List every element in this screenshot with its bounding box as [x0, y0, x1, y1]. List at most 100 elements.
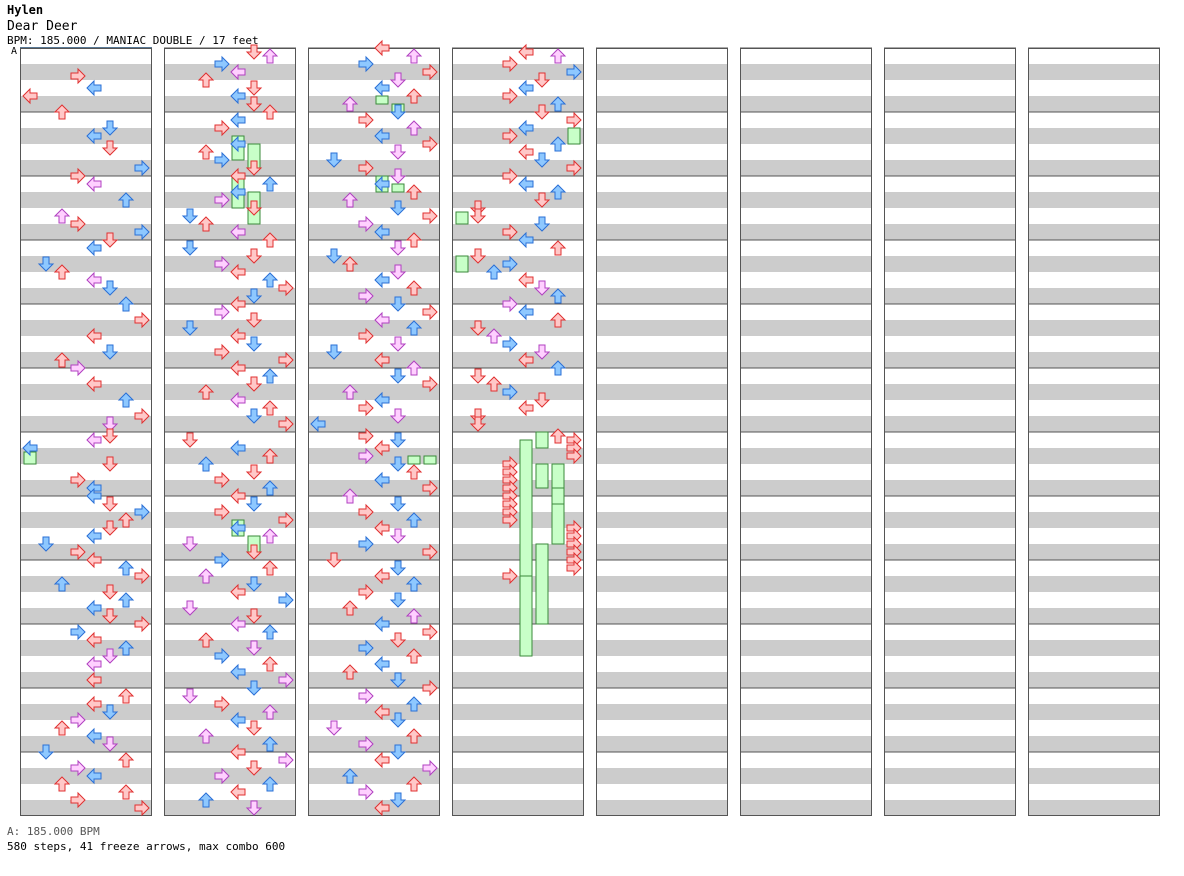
- beat-band: [1028, 672, 1160, 688]
- step-arrow: [101, 608, 119, 624]
- beat-band: [452, 576, 584, 592]
- beat-band: [596, 512, 728, 528]
- step-arrow: [261, 560, 279, 576]
- step-arrow: [518, 175, 534, 193]
- step-arrow: [230, 87, 246, 105]
- step-arrow: [53, 576, 71, 592]
- beat-band: [452, 224, 584, 240]
- step-arrow: [53, 720, 71, 736]
- step-arrow: [230, 487, 246, 505]
- step-arrow: [405, 512, 423, 528]
- freeze-arrow: [535, 543, 549, 625]
- step-arrow: [341, 600, 359, 616]
- step-arrow: [405, 696, 423, 712]
- step-arrow: [245, 96, 263, 112]
- beat-band: [308, 480, 440, 496]
- step-arrow: [310, 415, 326, 433]
- beat-band: [164, 416, 296, 432]
- step-arrow: [502, 383, 518, 401]
- step-arrow: [53, 352, 71, 368]
- step-arrow: [502, 223, 518, 241]
- beat-band: [20, 608, 152, 624]
- step-arrow: [230, 223, 246, 241]
- beat-band: [740, 64, 872, 80]
- step-arrow: [389, 672, 407, 688]
- column-border: [308, 48, 440, 816]
- beat-band: [452, 160, 584, 176]
- beat-band: [308, 352, 440, 368]
- step-arrow: [518, 399, 534, 417]
- step-arrow: [245, 80, 263, 96]
- step-arrow: [86, 655, 102, 673]
- step-arrow: [70, 215, 86, 233]
- step-arrow: [405, 648, 423, 664]
- beat-band: [452, 96, 584, 112]
- beat-band: [20, 416, 152, 432]
- beat-band: [1028, 608, 1160, 624]
- beat-band: [308, 704, 440, 720]
- step-arrow: [485, 264, 503, 280]
- step-arrow: [245, 544, 263, 560]
- beat-band: [452, 768, 584, 784]
- step-arrow: [358, 159, 374, 177]
- step-arrow: [341, 384, 359, 400]
- step-arrow: [214, 255, 230, 273]
- freeze-arrow: [391, 183, 405, 193]
- step-arrow: [341, 664, 359, 680]
- beat-band: [164, 320, 296, 336]
- beat-band: [20, 800, 152, 816]
- step-arrow: [405, 464, 423, 480]
- beat-band: [308, 448, 440, 464]
- beat-band: [884, 224, 1016, 240]
- freeze-arrow: [535, 463, 549, 489]
- step-arrow: [405, 776, 423, 792]
- step-arrow: [214, 343, 230, 361]
- step-arrow: [70, 167, 86, 185]
- beat-band: [308, 320, 440, 336]
- beat-band: [884, 352, 1016, 368]
- step-arrow: [422, 207, 438, 225]
- beat-band: [884, 64, 1016, 80]
- step-arrow: [230, 327, 246, 345]
- beat-band: [596, 320, 728, 336]
- step-arrow: [358, 639, 374, 657]
- step-arrow: [405, 728, 423, 744]
- step-arrow: [230, 743, 246, 761]
- beat-band: [1028, 160, 1160, 176]
- step-arrow: [261, 448, 279, 464]
- step-arrow: [502, 255, 518, 273]
- beat-band: [164, 96, 296, 112]
- step-arrow: [117, 688, 135, 704]
- step-arrow: [261, 48, 279, 64]
- beat-band: [164, 192, 296, 208]
- step-arrow: [101, 648, 119, 664]
- step-arrow: [405, 120, 423, 136]
- beat-band: [308, 640, 440, 656]
- step-arrow: [374, 39, 390, 57]
- step-arrow: [134, 567, 150, 585]
- step-arrow: [389, 200, 407, 216]
- step-arrow: [261, 176, 279, 192]
- step-arrow: [86, 599, 102, 617]
- step-arrow: [181, 320, 199, 336]
- chart-stats: 580 steps, 41 freeze arrows, max combo 6…: [7, 840, 286, 853]
- step-arrow: [134, 159, 150, 177]
- step-arrow: [358, 783, 374, 801]
- beat-band: [884, 288, 1016, 304]
- beat-band: [452, 288, 584, 304]
- step-arrow: [86, 631, 102, 649]
- beat-band: [884, 800, 1016, 816]
- beat-band: [1028, 576, 1160, 592]
- beat-band: [20, 512, 152, 528]
- step-arrow: [358, 583, 374, 601]
- beat-band: [308, 288, 440, 304]
- step-arrow: [117, 296, 135, 312]
- step-arrow: [230, 111, 246, 129]
- beat-band: [1028, 288, 1160, 304]
- beat-band: [740, 512, 872, 528]
- step-arrow: [70, 67, 86, 85]
- step-arrow: [86, 671, 102, 689]
- step-arrow: [214, 151, 230, 169]
- step-arrow: [358, 215, 374, 233]
- beat-band: [596, 160, 728, 176]
